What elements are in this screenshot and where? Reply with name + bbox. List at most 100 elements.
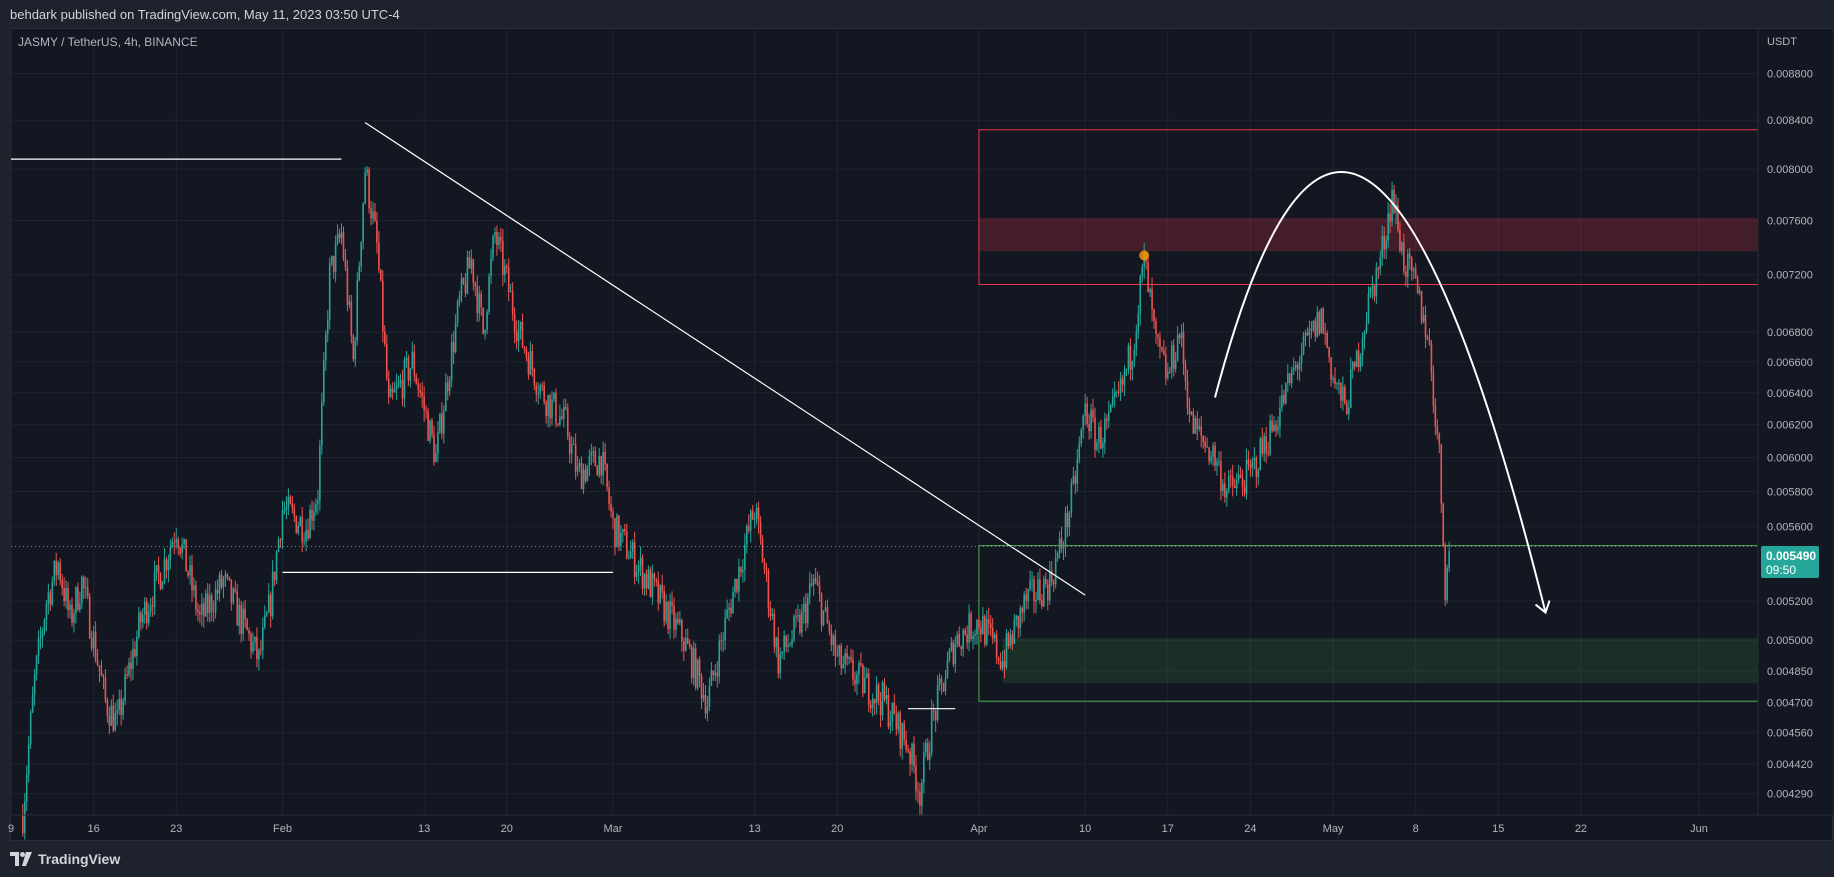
candle-body xyxy=(797,615,799,617)
candle-body xyxy=(27,744,30,775)
candle-body xyxy=(1446,568,1448,600)
price-tick-label: 0.007200 xyxy=(1767,270,1813,282)
candle-body xyxy=(925,743,927,753)
candlestick-chart[interactable]: USDT 0.008800 0.008400 0.008000 0.007600 0.00… xyxy=(0,0,1834,841)
time-tick-label: 16 xyxy=(88,823,100,835)
candle-body xyxy=(1039,579,1041,600)
candle-body xyxy=(604,451,606,465)
candle-body xyxy=(742,569,744,573)
candle-body xyxy=(991,627,994,639)
candle-body xyxy=(1414,268,1417,278)
candle-body xyxy=(185,539,187,572)
candle-body xyxy=(289,496,292,504)
candle-body xyxy=(521,321,524,347)
candle-body xyxy=(37,638,40,657)
candle-body xyxy=(242,608,244,634)
symbol-label: JASMY / TetherUS, 4h, BINANCE xyxy=(18,35,198,49)
candle-body xyxy=(291,503,294,509)
candle-body xyxy=(1344,386,1346,404)
candle-body xyxy=(805,603,807,624)
time-tick-label: 13 xyxy=(418,823,430,835)
candle-body xyxy=(358,266,361,281)
candle-body xyxy=(1113,392,1116,397)
candle-body xyxy=(1102,443,1104,449)
candle-body xyxy=(1068,513,1071,528)
candle-body xyxy=(295,516,298,533)
chart-frame[interactable] xyxy=(10,28,1833,841)
candle-body xyxy=(618,515,620,546)
candle-body xyxy=(230,579,233,603)
candle-body xyxy=(1316,312,1319,337)
candle-body xyxy=(907,749,909,752)
candle-body xyxy=(69,604,71,611)
candle-body xyxy=(989,623,992,628)
candle-body xyxy=(775,637,778,648)
tradingview-logo[interactable]: TradingView xyxy=(10,851,120,867)
candle-body xyxy=(330,255,333,264)
candle-body xyxy=(1198,426,1201,429)
candle-body xyxy=(1009,634,1012,646)
candle-body xyxy=(1094,417,1096,450)
candle-body xyxy=(1090,409,1092,432)
candle-body xyxy=(1229,475,1232,477)
candle-body xyxy=(254,636,256,643)
candle-body xyxy=(629,551,632,559)
candle-body xyxy=(1440,444,1443,504)
candle-body xyxy=(624,529,626,532)
candle-body xyxy=(801,611,803,633)
candle-body xyxy=(366,169,368,173)
candle-body xyxy=(1048,570,1051,601)
candle-body xyxy=(106,699,109,716)
candle-body xyxy=(1296,365,1299,370)
candle-body xyxy=(413,351,416,377)
candle-body xyxy=(31,694,34,713)
candle-body xyxy=(885,695,888,700)
candle-body xyxy=(590,451,593,457)
candle-body xyxy=(1424,315,1427,338)
candle-body xyxy=(441,413,443,434)
candle-body xyxy=(82,577,85,588)
candle-body xyxy=(574,444,577,472)
candle-body xyxy=(43,619,46,632)
price-tick-label: 0.004850 xyxy=(1767,666,1813,678)
candle-body xyxy=(1052,581,1055,585)
candle-body xyxy=(1011,634,1014,644)
candle-body xyxy=(1271,420,1273,432)
candle-body xyxy=(1017,615,1020,629)
candle-body xyxy=(256,636,258,660)
zone-supply-core xyxy=(978,217,1758,252)
candle-body xyxy=(299,517,301,526)
candle-body xyxy=(458,295,461,302)
candle-body xyxy=(570,444,573,454)
candle-body xyxy=(686,638,689,645)
candle-body xyxy=(761,538,764,563)
candle-body xyxy=(759,521,762,539)
candle-body xyxy=(1127,345,1130,370)
candle-body xyxy=(502,240,504,275)
candle-body xyxy=(81,577,83,604)
candle-body xyxy=(1255,457,1258,478)
candle-body xyxy=(860,662,862,665)
candle-body xyxy=(883,682,886,700)
candle-body xyxy=(848,657,850,659)
candle-body xyxy=(897,712,900,730)
candle-body xyxy=(464,282,467,294)
candle-body xyxy=(531,351,534,370)
candle-body xyxy=(787,645,789,647)
candle-body xyxy=(1125,369,1128,371)
candle-body xyxy=(529,351,532,375)
candle-body xyxy=(472,259,475,283)
price-tick-label: 0.008400 xyxy=(1767,115,1813,127)
candle-body xyxy=(240,604,242,634)
candle-body xyxy=(616,515,618,548)
candle-body xyxy=(1141,266,1144,277)
candle-body xyxy=(260,649,262,651)
candle-body xyxy=(803,603,805,612)
candle-body xyxy=(1269,420,1271,455)
candle-body xyxy=(612,511,614,519)
candle-body xyxy=(783,635,785,652)
candle-body xyxy=(45,603,48,620)
candle-body xyxy=(79,603,81,610)
candle-body xyxy=(84,587,87,589)
candle-body xyxy=(1324,332,1326,334)
